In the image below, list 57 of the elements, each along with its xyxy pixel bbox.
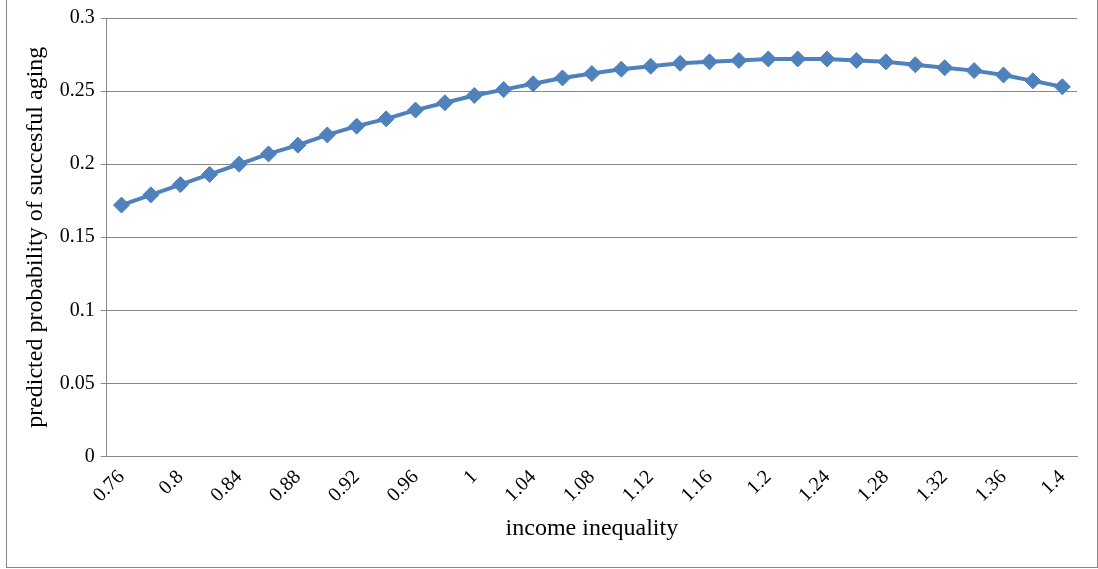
- point: [318, 126, 336, 144]
- point: [612, 60, 630, 78]
- x-tick-label: 1: [458, 464, 481, 488]
- point: [1024, 72, 1042, 90]
- point: [906, 56, 924, 74]
- point: [113, 196, 130, 214]
- point: [730, 51, 748, 69]
- point: [465, 86, 483, 104]
- point: [701, 53, 718, 71]
- x-tick-label: 0.8: [153, 464, 187, 499]
- point: [436, 94, 454, 112]
- point: [348, 117, 366, 135]
- y-axis-title: predicted probability of succesful aging: [20, 46, 47, 428]
- x-axis-title: income inequality: [505, 513, 679, 540]
- point: [583, 65, 601, 83]
- x-tick-label: 1.24: [793, 464, 834, 506]
- x-tick-label: 1.32: [910, 464, 952, 506]
- point: [230, 155, 248, 173]
- x-tick-label: 1.28: [852, 464, 893, 506]
- point: [171, 176, 189, 194]
- y-tick-label: 0: [84, 443, 95, 466]
- point: [524, 75, 542, 93]
- y-tick-label: 0.1: [69, 297, 95, 320]
- point: [1053, 78, 1071, 96]
- x-tick-label: 1.16: [675, 464, 717, 506]
- x-tick-label: 1.2: [741, 464, 775, 499]
- point: [965, 62, 983, 80]
- x-tick-label: 1.12: [616, 464, 658, 506]
- y-tick-label: 0.3: [69, 5, 95, 28]
- point: [142, 186, 160, 204]
- y-tick-label: 0.25: [59, 78, 95, 101]
- x-tick-label: 0.76: [87, 464, 129, 506]
- point: [554, 69, 571, 87]
- x-tick-label: 1.04: [499, 464, 540, 506]
- point: [759, 50, 777, 68]
- x-tick-label: 1.4: [1035, 464, 1069, 499]
- x-tick-label: 0.96: [381, 464, 423, 506]
- x-tick-label: 1.36: [969, 464, 1011, 506]
- x-tick-label: 0.84: [205, 464, 246, 506]
- point: [936, 59, 954, 77]
- x-tick-label: 0.88: [264, 464, 305, 506]
- point: [995, 66, 1012, 84]
- x-tick-label: 1.08: [558, 464, 599, 506]
- point: [260, 145, 277, 163]
- point: [495, 81, 513, 99]
- point: [671, 54, 689, 72]
- point: [877, 53, 895, 71]
- point: [848, 51, 865, 69]
- point: [642, 57, 660, 75]
- point: [201, 165, 219, 183]
- y-tick-label: 0.15: [59, 224, 95, 247]
- point: [289, 136, 307, 154]
- point: [407, 101, 424, 119]
- y-tick-label: 0.2: [69, 151, 95, 174]
- y-tick-label: 0.05: [59, 370, 95, 393]
- point: [377, 110, 395, 128]
- x-tick-label: 0.92: [322, 464, 364, 506]
